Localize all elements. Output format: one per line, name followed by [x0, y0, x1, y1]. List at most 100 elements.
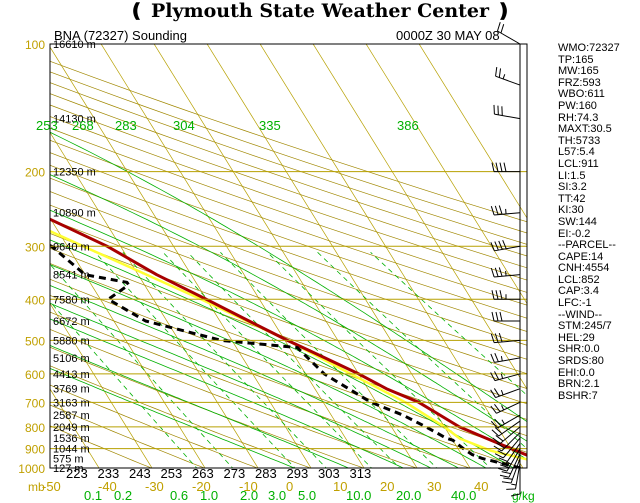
pressure-tick-label: 200	[25, 166, 45, 180]
height-label: 5106 m	[53, 353, 90, 365]
wind-barb-staff	[495, 75, 521, 86]
dry-adiabat-line	[50, 365, 312, 468]
wind-barb	[490, 267, 521, 278]
wind-barb	[490, 401, 521, 414]
wind-barb-flag	[491, 311, 495, 322]
wind-barb	[490, 371, 521, 382]
mixing-ratio-label: 3.0	[268, 488, 286, 503]
wind-barb-flag	[497, 450, 507, 456]
theta-label: 293	[287, 466, 309, 481]
dry-adiabat-line	[50, 152, 527, 319]
height-label: 12350 m	[53, 167, 96, 179]
wind-barb-flag	[498, 467, 508, 472]
wind-barb-staff	[494, 357, 521, 363]
stat-item: LI:1.5	[558, 169, 586, 182]
station-label: BNA (72327) Sounding	[54, 28, 187, 43]
wind-barb-flag	[498, 267, 503, 277]
moist-adiabat-line	[50, 239, 515, 468]
temperature-tick-label: -10	[239, 479, 258, 494]
wind-barb-staff	[508, 453, 521, 478]
temperature-tick-label: 20	[380, 479, 394, 494]
stat-item: SW:144	[558, 215, 597, 228]
moist-adiabat-line	[50, 131, 527, 423]
moist-adiabat-line	[50, 318, 405, 468]
dry-adiabat-line	[50, 116, 527, 281]
wind-barb-flag	[491, 429, 500, 437]
stat-item: TH:5733	[558, 134, 601, 147]
wind-barb-staff	[501, 432, 521, 452]
wind-barb	[498, 448, 521, 472]
wind-barb-flag	[494, 418, 502, 427]
wind-barb-half	[500, 389, 504, 396]
stat-item: EHI:0.0	[558, 366, 595, 379]
pressure-tick-label: 400	[25, 293, 45, 307]
mixing-ratio-line	[122, 252, 327, 468]
wind-barb	[491, 311, 520, 322]
moist-adiabat-line	[50, 345, 350, 468]
dry-adiabat-line	[50, 191, 527, 360]
wind-barb	[493, 104, 521, 120]
wind-barb-flag	[495, 162, 499, 172]
upper-theta-label: 335	[259, 118, 281, 133]
wind-barb-staff	[504, 443, 521, 465]
wind-barb-flag	[490, 353, 495, 363]
wind-barb-staff	[499, 426, 521, 445]
dry-adiabat-line	[50, 404, 206, 468]
stat-item: RH:74.3	[558, 111, 599, 124]
upper-theta-label: 386	[397, 118, 419, 133]
wind-barb-flag	[502, 240, 507, 249]
wind-barb-flag	[494, 353, 499, 362]
temperature-tick-label: -50	[42, 479, 61, 494]
time-label: 0000Z 30 MAY 08	[396, 28, 500, 43]
stat-item: PW:160	[558, 99, 597, 112]
wind-barb-flag	[490, 420, 498, 429]
wind-barb-staff	[497, 414, 521, 429]
theta-label: 253	[161, 466, 183, 481]
wind-barb-flag	[499, 162, 503, 172]
wind-barb-flag	[499, 311, 503, 322]
dry-adiabat-line	[50, 177, 527, 346]
theta-label: 273	[224, 466, 246, 481]
logo-right-icon: ❫	[489, 0, 512, 22]
wind-barb-flag	[499, 290, 503, 300]
mixing-ratio-line	[94, 252, 296, 468]
pressure-tick-label: 300	[25, 240, 45, 254]
temperature-tick-label: 30	[427, 479, 441, 494]
dewpoint-trace	[50, 243, 521, 468]
isotherm-line	[50, 388, 100, 468]
mixing-ratio-label: 5.0	[298, 488, 316, 503]
height-label: 9640 m	[53, 241, 90, 253]
stat-item: WMO:72327	[558, 42, 620, 54]
dry-adiabat-line	[50, 82, 527, 245]
mixing-ratio-line	[370, 252, 527, 396]
wind-barb-flag	[496, 460, 506, 466]
mixing-ratio-label: 1.0	[200, 488, 218, 503]
mixing-ratio-label: 20.0	[396, 488, 421, 503]
stat-item: WBO:611	[558, 88, 605, 101]
dry-adiabat-line	[50, 425, 153, 468]
height-label: 1044 m	[53, 444, 90, 456]
pressure-tick-label: 900	[25, 443, 45, 457]
pressure-tick-label: 700	[25, 396, 45, 410]
wind-barb-flag	[498, 68, 502, 78]
dry-adiabat-line	[50, 218, 527, 389]
mixing-ratio-line	[317, 252, 527, 450]
wind-barb-half	[500, 356, 503, 362]
height-label: 5880 m	[53, 335, 90, 347]
temperature-tick-label: 10	[333, 479, 347, 494]
wind-barb-staff	[494, 339, 521, 344]
wind-barb	[490, 332, 521, 344]
pressure-tick-label: 100	[25, 38, 45, 52]
moist-adiabat-line	[50, 285, 460, 468]
wind-barb-flag	[496, 442, 505, 449]
wind-barb-flag	[494, 241, 499, 251]
wind-barb-staff	[494, 113, 521, 120]
stat-item: MAXT:30.5	[558, 123, 612, 136]
temperature-tick-label: 40	[474, 479, 488, 494]
dry-adiabat-line	[50, 93, 527, 257]
wind-barb	[492, 426, 521, 445]
stat-item: SRDS:80	[558, 355, 604, 368]
stat-item: STM:245/7	[558, 320, 612, 333]
pressure-tick-label: 500	[25, 334, 45, 348]
wind-barb-flag	[490, 405, 497, 414]
